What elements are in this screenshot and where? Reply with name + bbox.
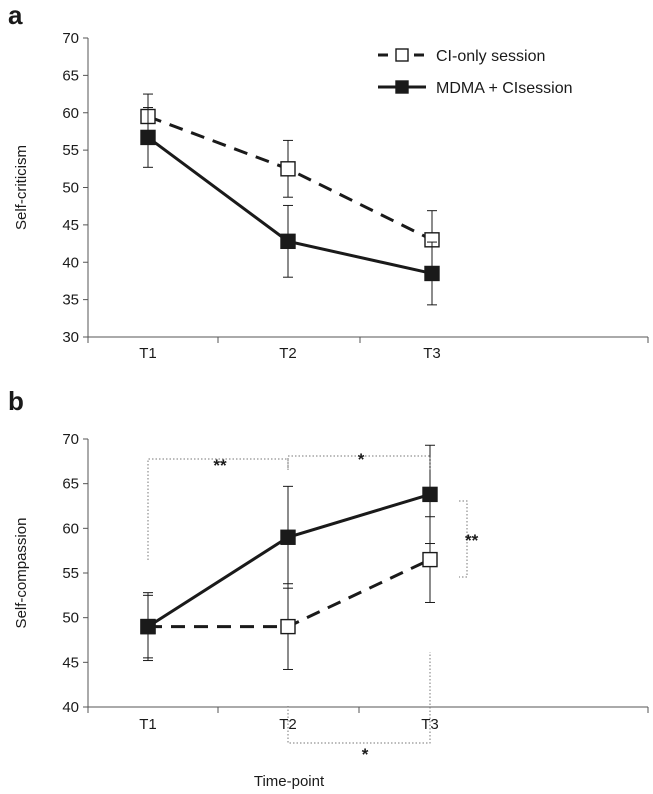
data-point-2 (422, 486, 438, 503)
data-point-2 (140, 129, 156, 146)
legend-marker-2 (395, 80, 409, 94)
data-point-1 (280, 161, 296, 177)
series-line-1 (147, 115, 433, 242)
y-tick-label: 30 (62, 329, 79, 346)
y-tick-label: 65 (62, 476, 79, 493)
x-tick-label: T2 (279, 345, 297, 362)
y-tick-label: 60 (62, 520, 79, 537)
legend-label-2: MDMA + CIsession (436, 80, 572, 97)
data-point-2 (424, 265, 440, 282)
legend-marker-1 (395, 48, 409, 62)
significance-label-4: * (362, 745, 369, 764)
y-tick-label: 70 (62, 30, 79, 47)
data-point-2 (280, 529, 296, 545)
x-tick-label: T1 (139, 345, 157, 362)
data-point-1 (422, 551, 438, 568)
x-tick-label: T3 (423, 345, 441, 362)
x-tick-label: T1 (139, 716, 157, 733)
y-tick-label: 45 (62, 654, 79, 671)
y-tick-label: 40 (62, 254, 79, 271)
panel-letter: a (8, 0, 23, 30)
significance-label-2: * (358, 450, 365, 469)
y-tick-label: 50 (62, 180, 79, 197)
legend-label-1: CI-only session (436, 48, 545, 65)
significance-bracket-4 (287, 652, 431, 744)
y-tick-label: 45 (62, 217, 79, 234)
significance-bracket-1 (147, 458, 289, 560)
significance-label-3: ** (465, 531, 479, 550)
series-line-2 (147, 492, 431, 628)
y-axis-label: Self-criticism (13, 145, 30, 230)
significance-label-1: ** (213, 456, 227, 475)
y-tick-label: 70 (62, 431, 79, 448)
x-axis-label: Time-point (254, 773, 325, 790)
y-tick-label: 55 (62, 565, 79, 582)
panel-letter: b (8, 386, 24, 416)
y-tick-label: 60 (62, 105, 79, 122)
data-point-2 (280, 233, 296, 250)
significance-bracket-3 (459, 500, 468, 578)
y-tick-label: 55 (62, 142, 79, 159)
y-tick-label: 40 (62, 699, 79, 716)
y-tick-label: 50 (62, 610, 79, 627)
y-tick-label: 65 (62, 67, 79, 84)
data-point-1 (280, 618, 296, 635)
significance-bracket-2 (287, 455, 431, 470)
y-axis-label: Self-compassion (13, 518, 30, 629)
series-line-1 (148, 558, 431, 629)
panel-a: a 30 35 40 45 50 55 60 65 70 T1 T2 T3 Self-criticism C… (8, 0, 649, 362)
data-point-2 (140, 618, 156, 635)
y-tick-label: 35 (62, 292, 79, 309)
